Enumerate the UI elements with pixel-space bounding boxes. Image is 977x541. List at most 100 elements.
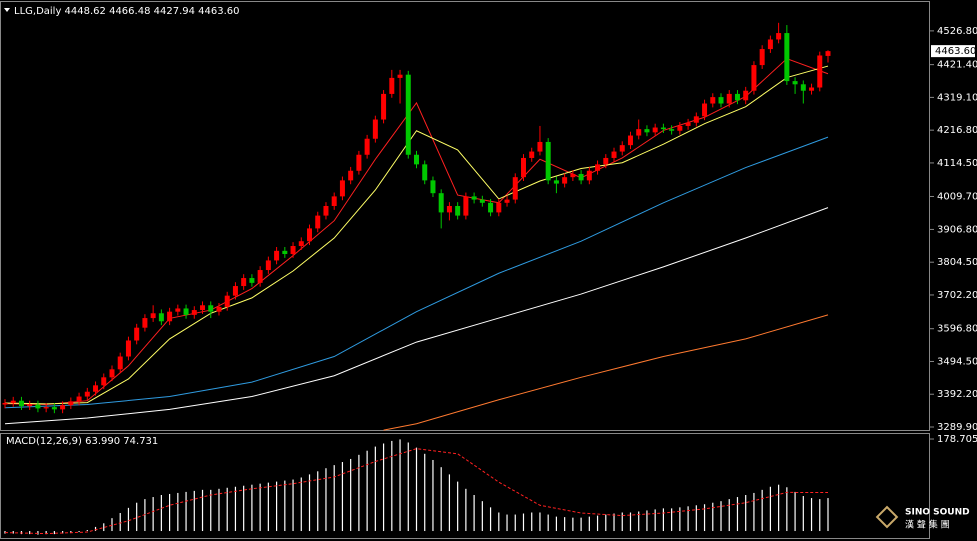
candle-body [339,180,345,197]
candle-body [529,151,535,158]
y-tick-label: 3804.50 [937,257,977,268]
candle-body [570,173,576,178]
indicator-line [4,65,829,405]
candle-body [685,122,691,126]
candle-body [586,170,592,181]
candle-body [677,125,683,131]
candle-body [60,405,66,410]
candle-body [200,305,206,311]
candle-body [537,141,543,152]
candle-body [710,97,716,104]
candle-body [446,205,452,213]
candle-body [331,196,337,206]
candle-body [134,327,140,341]
candle-body [142,318,148,328]
candle-body [693,116,699,123]
macd-frame [0,433,930,539]
candle-body [298,241,304,247]
candle-body [265,260,271,271]
candle-body [282,250,288,255]
indicator-line [4,136,829,409]
y-tick-label: 3906.80 [937,224,977,235]
candle-body [553,180,559,184]
candle-body [109,369,115,378]
candle-body [43,407,49,409]
y-tick-label: 4319.10 [937,92,977,103]
candle-body [191,310,197,315]
last-price-box [931,45,975,58]
candle-body [644,129,650,133]
candle-body [356,154,362,171]
y-tick-label: 4526.80 [937,26,977,37]
candle-body [430,180,436,194]
candle-body [101,377,107,386]
candle-body [800,84,806,91]
candle-body [718,97,724,104]
candle-body [150,313,156,319]
candle-body [18,400,24,407]
logo [875,505,899,529]
y-tick-label: 3596.80 [937,324,977,335]
candle-body [249,278,255,283]
candle-body [438,193,444,213]
candle-body [290,246,296,255]
candle-body [702,103,708,117]
menu-arrow[interactable] [4,8,10,12]
candle-body [759,49,765,66]
candle-body [825,51,831,56]
macd-title: MACD(12,26,9) 63.990 74.731 [6,436,158,447]
y-tick-label: 4009.70 [937,191,977,202]
candle-body [512,177,518,200]
candle-body [167,311,173,322]
candle-body [504,199,510,203]
candle-body [471,196,477,200]
candle-body [381,93,387,120]
candle-body [520,157,526,178]
watermark-subtitle: 漢 聲 集 團 [905,519,950,531]
y-tick-label: 3392.20 [937,389,977,400]
candle-body [232,286,238,296]
candle-body [660,127,666,130]
candle-body [751,65,757,91]
last-price-label: 4463.60 [935,46,976,57]
candle-body [562,177,568,184]
candle-body [364,138,370,155]
candle-body [35,404,41,409]
candle-body [496,202,502,213]
candle-body [68,401,74,406]
candle-body [323,205,329,216]
candle-body [595,164,601,171]
candle-body [619,145,625,152]
candle-body [611,151,617,158]
y-tick-label: 3702.20 [937,290,977,301]
candle-body [117,356,123,370]
candle-body [216,306,222,312]
indicator-line [383,314,829,431]
y-tick-label: 4114.50 [937,158,977,169]
watermark: SINO SOUND 漢 聲 集 團 [875,505,970,531]
y-tick-label: 3289.90 [937,422,977,433]
candle-body [405,74,411,155]
candle-body [455,205,461,216]
candle-body [734,93,740,101]
chart-title: LLG,Daily 4448.62 4466.48 4427.94 4463.6… [14,6,240,17]
candle-body [578,173,584,181]
candle-body [10,400,16,403]
candle-body [809,87,815,91]
candle-body [372,119,378,139]
candle-body [743,90,749,101]
candle-body [241,278,247,287]
candle-body [348,170,354,181]
candle-body [208,305,214,312]
candle-body [627,135,633,146]
watermark-brand: SINO SOUND [905,508,970,518]
candle-body [422,164,428,181]
candle-body [257,270,263,283]
candle-body [817,55,823,88]
main-frame [0,1,930,431]
y-tick-label: 4216.80 [937,125,977,136]
candle-body [463,196,469,216]
candle-body [767,39,773,50]
candle-body [397,74,403,78]
candle-body [27,404,33,407]
